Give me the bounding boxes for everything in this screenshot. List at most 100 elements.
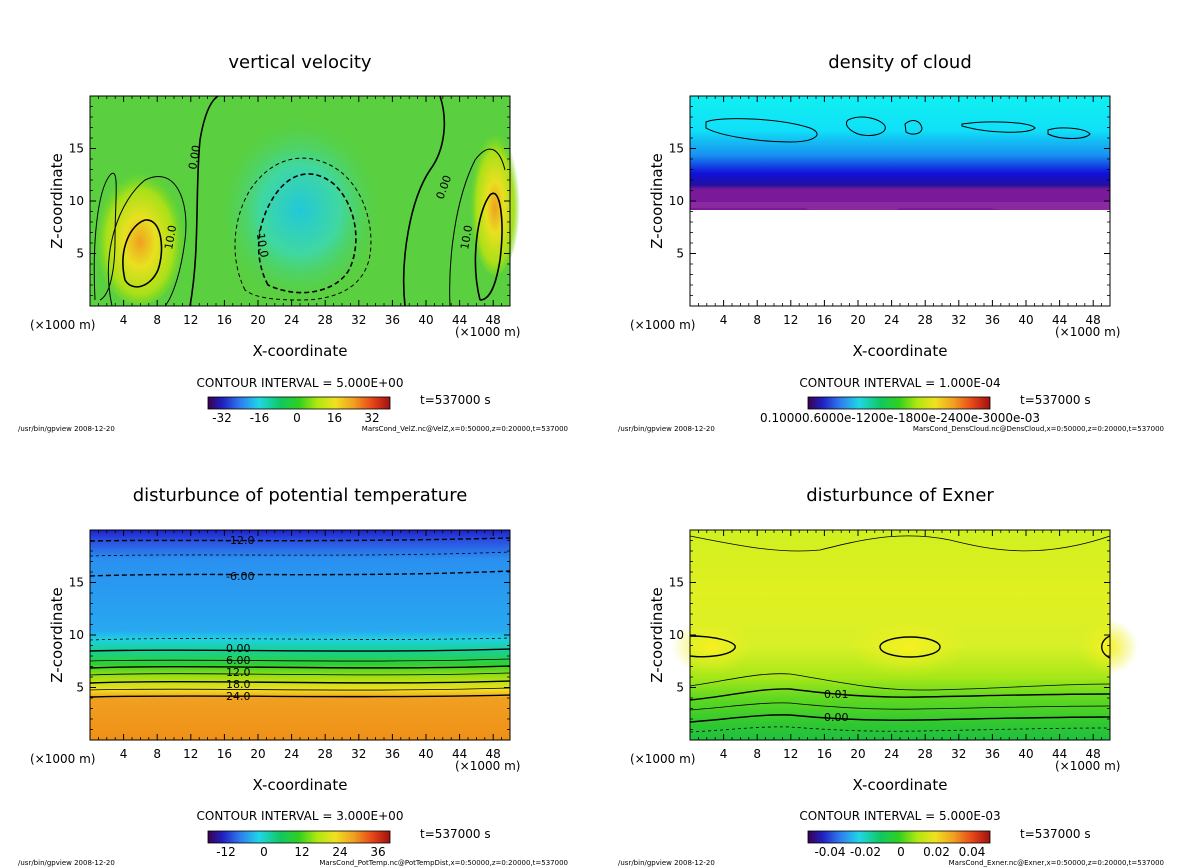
contour-interval: CONTOUR INTERVAL = 1.000E-04 — [799, 376, 1000, 390]
colorbar-tick-label: -0.02 — [850, 845, 881, 859]
contour-line — [689, 635, 736, 658]
x-tick-label: 4 — [120, 747, 128, 761]
colorbar-tick-label: -32 — [212, 411, 232, 425]
x-tick-label: 24 — [884, 313, 899, 327]
footer-right: MarsCond_PotTemp.nc@PotTempDist,x=0:5000… — [319, 859, 568, 867]
x-tick-label: 16 — [817, 747, 832, 761]
x-tick-label: 48 — [486, 747, 501, 761]
colorbar-tick-label: -12 — [216, 845, 236, 859]
contour-line — [122, 219, 163, 288]
y-tick-label: 5 — [676, 681, 684, 695]
x-axis-title: X-coordinate — [253, 776, 348, 794]
x-axis-title: X-coordinate — [253, 342, 348, 360]
panel-density-of-cloud: density of cloud 4 8 12 16 20 24 28 32 36 40 44 48 … — [618, 52, 1164, 433]
colorbar-tick-label: 0.02 — [923, 845, 950, 859]
x-tick-label: 32 — [351, 747, 366, 761]
contour-line — [89, 694, 511, 698]
contour-label: -10.0 — [253, 228, 271, 258]
high-region — [848, 617, 968, 677]
colorbar-tick-label: 0 — [260, 845, 268, 859]
contour-line — [904, 120, 923, 135]
contour-line — [108, 176, 187, 307]
contour-label: 0.01 — [824, 688, 849, 701]
y-axis-title: Z-coordinate — [48, 587, 66, 682]
x-tick-label: 28 — [918, 313, 933, 327]
colorbar-tick-label: -16 — [250, 411, 270, 425]
x-tick-label: 12 — [783, 313, 798, 327]
colorbar-tick-label: 12 — [294, 845, 309, 859]
y-tick-label: 15 — [69, 576, 84, 590]
panel-exner: disturbunce of Exner 0.01 0.00 4 8 12 16 20 2… — [618, 485, 1164, 867]
x-tick-label: 8 — [153, 313, 161, 327]
x-unit-label-right: (×1000 m) — [1055, 325, 1120, 339]
y-tick-label: 5 — [76, 247, 84, 261]
colorbar-ticks: -12 0 12 24 36 — [216, 845, 385, 859]
contour-line — [689, 688, 1111, 701]
downdraft-region — [220, 120, 380, 300]
updraft-region-left — [95, 165, 185, 305]
time-label: t=537000 s — [420, 827, 491, 841]
y-axis: 5 10 15 — [669, 540, 1110, 730]
panel-potential-temperature: disturbunce of potential temperature -12… — [18, 485, 568, 867]
x-tick-label: 4 — [120, 313, 128, 327]
cloud-base — [690, 202, 1110, 210]
footer-left: /usr/bin/gpview 2008-12-20 — [618, 859, 715, 867]
x-unit-label-right: (×1000 m) — [455, 325, 520, 339]
x-tick-label: 40 — [418, 313, 433, 327]
chart-title: vertical velocity — [228, 52, 372, 73]
x-tick-label: 48 — [1086, 747, 1101, 761]
x-tick-label: 36 — [985, 747, 1000, 761]
high-region — [672, 619, 752, 675]
contour-interval: CONTOUR INTERVAL = 5.000E-03 — [799, 809, 1000, 823]
y-tick-label: 15 — [669, 142, 684, 156]
x-tick-label: 44 — [452, 313, 467, 327]
contour-line — [689, 535, 1111, 552]
contour-line — [474, 192, 503, 301]
colorbar-tick-label: 0.04 — [959, 845, 986, 859]
contour-label: -12.0 — [226, 534, 254, 547]
contour-line — [89, 637, 511, 641]
x-tick-label: 4 — [720, 747, 728, 761]
x-tick-label: 24 — [284, 313, 299, 327]
y-tick-label: 15 — [69, 142, 84, 156]
colorbar-tick-label: 24 — [332, 845, 347, 859]
y-tick-label: 15 — [669, 576, 684, 590]
contour-label: -6.00 — [226, 570, 254, 583]
y-axis-title: Z-coordinate — [648, 587, 666, 682]
x-tick-label: 44 — [452, 747, 467, 761]
footer-left: /usr/bin/gpview 2008-12-20 — [18, 859, 115, 867]
y-tick-label: 10 — [669, 194, 684, 208]
contour-label: 0.00 — [824, 711, 849, 724]
contour-label: 18.0 — [226, 678, 251, 691]
x-tick-label: 36 — [385, 747, 400, 761]
x-tick-label: 28 — [318, 313, 333, 327]
chart-title: density of cloud — [828, 52, 972, 73]
x-tick-label: 12 — [183, 747, 198, 761]
y-axis-title: Z-coordinate — [648, 153, 666, 248]
x-tick-label: 20 — [850, 747, 865, 761]
x-tick-label: 32 — [951, 747, 966, 761]
x-axis-title: X-coordinate — [853, 776, 948, 794]
y-tick-label: 10 — [69, 628, 84, 642]
contour-line — [89, 551, 511, 557]
x-tick-label: 48 — [486, 313, 501, 327]
x-tick-label: 4 — [720, 313, 728, 327]
x-tick-label: 48 — [1086, 313, 1101, 327]
x-tick-label: 8 — [753, 747, 761, 761]
y-tick-label: 5 — [76, 681, 84, 695]
colorbar-tick-label: 0 — [897, 845, 905, 859]
contour-line — [961, 121, 1036, 133]
y-axis: 5 10 15 — [69, 106, 510, 296]
updraft-region-right — [470, 125, 520, 275]
plot-area: 0.01 0.00 — [672, 529, 1138, 741]
x-axis: 4 8 12 16 20 24 28 32 36 40 44 48 — [698, 96, 1102, 327]
contour-line — [705, 118, 818, 143]
y-tick-label: 10 — [69, 194, 84, 208]
x-tick-label: 28 — [318, 747, 333, 761]
colorbar — [807, 396, 991, 410]
footer-left: /usr/bin/gpview 2008-12-20 — [618, 425, 715, 433]
contour-line — [689, 673, 1111, 691]
contour-line — [89, 672, 511, 676]
contour-line — [449, 148, 506, 307]
contour-line — [689, 702, 1111, 711]
